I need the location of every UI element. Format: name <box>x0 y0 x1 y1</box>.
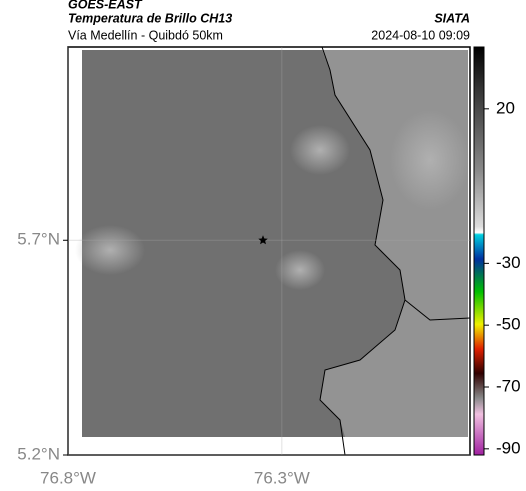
org-label: SIATA <box>434 11 470 25</box>
colorbar-tick-label: -70 <box>496 376 521 395</box>
colorbar-tick-label: 20 <box>496 98 515 117</box>
y-tick-label: 5.2°N <box>17 444 60 463</box>
cloud <box>275 250 325 290</box>
subtitle: Vía Medellín - Quibdó 50km <box>68 28 223 42</box>
y-tick-label: 5.7°N <box>17 230 60 249</box>
colorbar <box>473 46 485 456</box>
x-tick-label: 76.8°W <box>40 468 96 487</box>
location-marker <box>258 235 268 245</box>
source-label: GOES-EAST <box>68 0 143 11</box>
title: Temperatura de Brillo CH13 <box>68 11 232 25</box>
map-frame <box>67 46 471 456</box>
cloud <box>390 110 470 210</box>
cloud <box>290 125 350 175</box>
boundary-line <box>319 46 471 456</box>
colorbar-tick-label: -30 <box>496 253 521 272</box>
cloud <box>75 225 145 275</box>
colorbar-tick-label: -50 <box>496 315 521 334</box>
timestamp: 2024-08-10 09:09 <box>371 28 470 42</box>
colorbar-tick-label: -90 <box>496 438 521 457</box>
x-tick-label: 76.3°W <box>254 468 310 487</box>
